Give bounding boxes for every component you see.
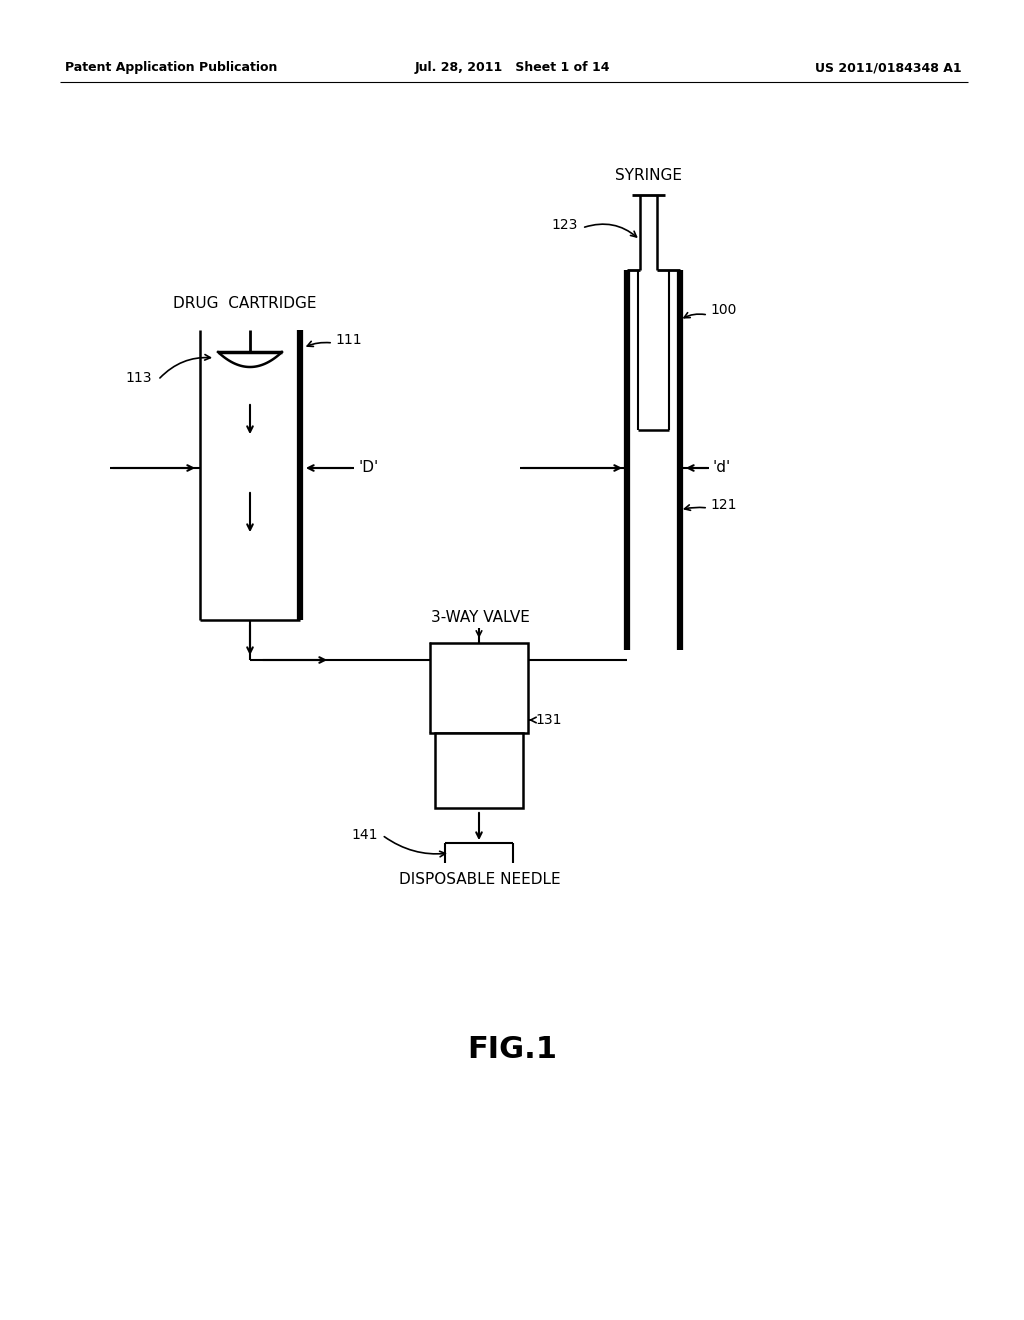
Text: 3-WAY VALVE: 3-WAY VALVE [430,610,529,624]
Text: 113: 113 [126,371,152,385]
Text: 'D': 'D' [358,461,378,475]
Bar [435,733,523,808]
Bar [430,643,528,733]
Text: 'd': 'd' [712,461,730,475]
Text: 123: 123 [552,218,578,232]
Text: DISPOSABLE NEEDLE: DISPOSABLE NEEDLE [399,873,561,887]
Text: 111: 111 [335,333,361,347]
Text: 131: 131 [535,713,561,727]
Text: Patent Application Publication: Patent Application Publication [65,62,278,74]
Text: US 2011/0184348 A1: US 2011/0184348 A1 [815,62,962,74]
Text: FIG.1: FIG.1 [467,1035,557,1064]
Text: DRUG  CARTRIDGE: DRUG CARTRIDGE [173,296,316,310]
Text: 141: 141 [351,828,378,842]
Text: SYRINGE: SYRINGE [614,168,682,182]
Text: Jul. 28, 2011   Sheet 1 of 14: Jul. 28, 2011 Sheet 1 of 14 [415,62,609,74]
Text: 100: 100 [710,304,736,317]
Text: 121: 121 [710,498,736,512]
